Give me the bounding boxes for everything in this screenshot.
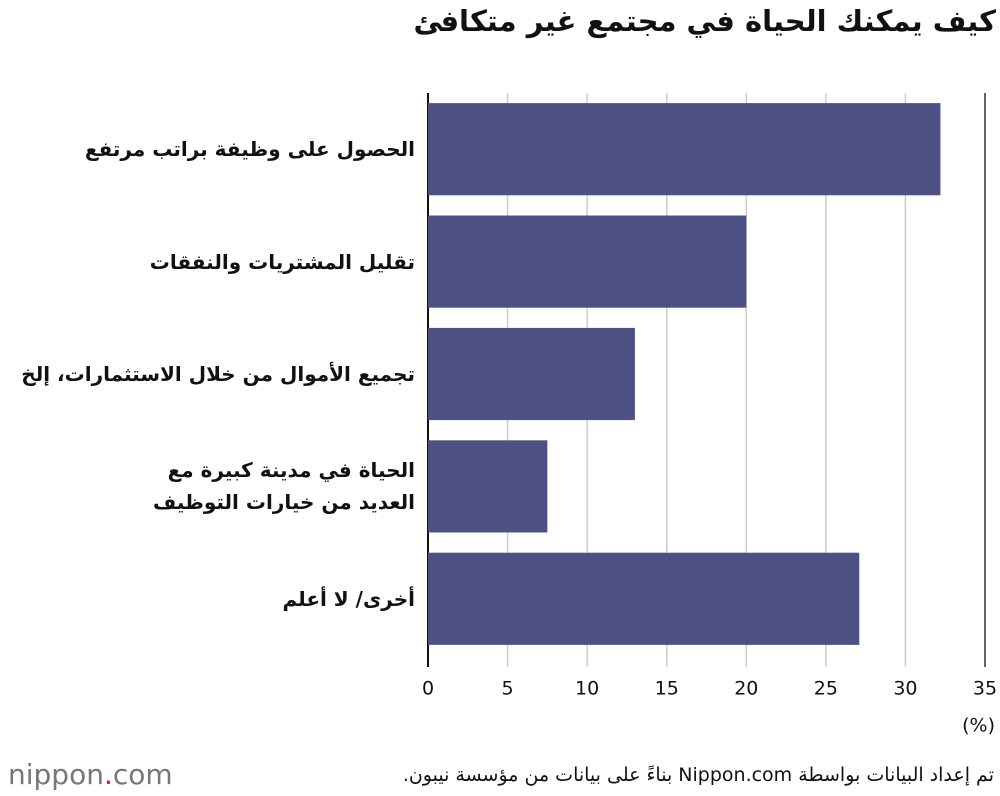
bar bbox=[428, 327, 635, 421]
x-tick-label: 15 bbox=[655, 678, 679, 700]
chart-title: كيف يمكنك الحياة في مجتمع غير متكافئ bbox=[413, 4, 996, 38]
category-label: الحياة في مدينة كبيرة مع العديد من خيارا… bbox=[153, 458, 415, 515]
category-label: تجميع الأموال من خلال الاستثمارات، إلخ bbox=[21, 362, 415, 386]
logo-name: nippon bbox=[8, 758, 104, 791]
logo-dot: . bbox=[103, 758, 113, 791]
x-tick-label: 30 bbox=[893, 678, 917, 700]
logo: nippon.com bbox=[8, 758, 173, 791]
bar bbox=[428, 103, 941, 196]
x-tick-label: 5 bbox=[502, 678, 514, 700]
logo-domain: com bbox=[112, 758, 173, 791]
category-label: الحصول على وظيفة براتب مرتفع bbox=[84, 137, 415, 162]
x-tick-label: 25 bbox=[814, 678, 838, 700]
category-label: تقليل المشتريات والنفقات bbox=[149, 249, 415, 274]
x-tick-label: 10 bbox=[575, 678, 599, 700]
x-tick-label: 35 bbox=[973, 678, 997, 700]
bar bbox=[428, 552, 860, 645]
x-tick-label: 20 bbox=[734, 678, 758, 700]
x-unit: (%) bbox=[962, 715, 995, 737]
bar bbox=[428, 440, 548, 533]
x-tick-label: 0 bbox=[422, 678, 434, 700]
source-note: تم إعداد البيانات بواسطة Nippon.com بناء… bbox=[402, 764, 994, 786]
bar bbox=[428, 215, 747, 308]
category-label: أخرى/ لا أعلم bbox=[282, 586, 415, 611]
